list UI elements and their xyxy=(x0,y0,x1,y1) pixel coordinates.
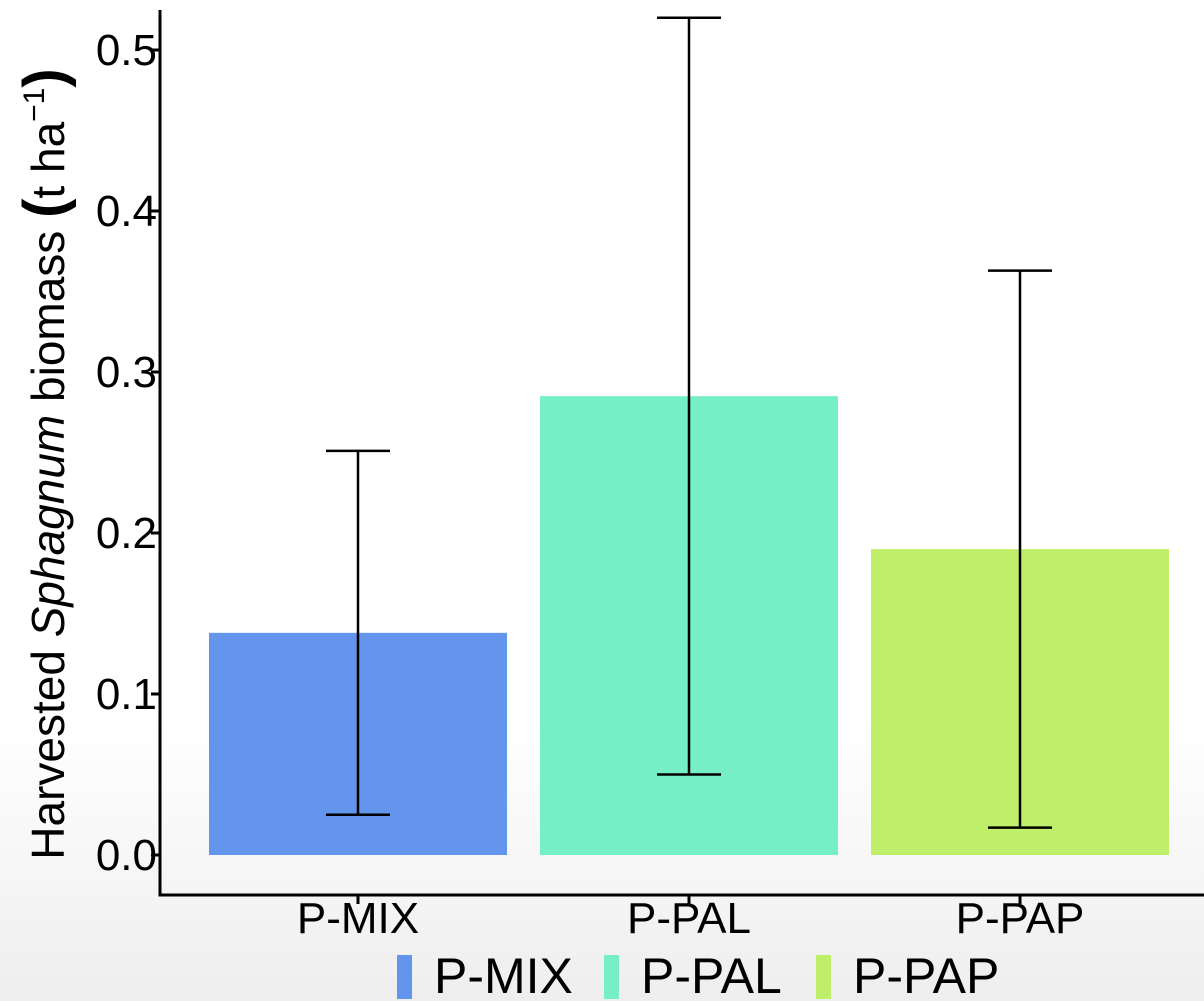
y-axis-label-paren-close: ) xyxy=(12,68,77,87)
y-tick-label: 0.5 xyxy=(96,26,157,75)
svg-text:Harvested Sphagnum biomass (t: Harvested Sphagnum biomass (t ha−1) xyxy=(12,68,77,859)
legend-label: P-PAL xyxy=(641,948,782,1001)
x-tick-label: P-PAP xyxy=(956,894,1085,943)
y-axis-label-prefix: Harvested xyxy=(22,637,74,859)
y-axis-label: Harvested Sphagnum biomass (t ha−1) xyxy=(12,68,77,859)
x-tick-label: P-MIX xyxy=(297,894,419,943)
y-tick-label: 0.1 xyxy=(96,670,157,719)
legend-key-p-mix xyxy=(397,955,412,999)
legend-key-p-pal xyxy=(604,955,619,999)
y-axis-label-unit-exponent: −1 xyxy=(18,88,51,122)
y-axis-label-paren-open: ( xyxy=(12,198,77,218)
y-tick-label: 0.2 xyxy=(96,509,157,558)
y-axis-ticks: 0.0 0.1 0.2 0.3 0.4 0.5 xyxy=(96,26,160,880)
legend-key-p-pap xyxy=(816,955,831,999)
y-axis-label-unit: t ha xyxy=(22,121,74,198)
x-axis-ticks: P-MIX P-PAL P-PAP xyxy=(297,894,1085,943)
legend: P-MIX P-PAL P-PAP xyxy=(397,948,999,1001)
error-bars xyxy=(326,16,1052,829)
x-tick-label: P-PAL xyxy=(627,894,751,943)
y-tick-label: 0.3 xyxy=(96,348,157,397)
legend-label: P-MIX xyxy=(434,948,573,1001)
y-axis-label-italic: Sphagnum xyxy=(22,415,74,638)
legend-label: P-PAP xyxy=(853,948,999,1001)
y-tick-label: 0.0 xyxy=(96,831,157,880)
y-tick-label: 0.4 xyxy=(96,187,157,236)
y-axis-label-middle: biomass xyxy=(22,218,74,415)
